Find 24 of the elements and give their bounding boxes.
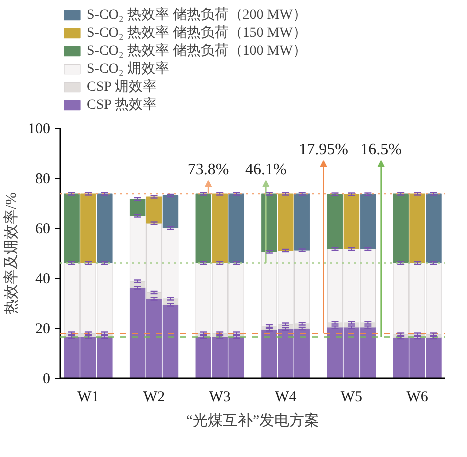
ref-line-label: 46.1% [246,162,287,178]
legend-label: S-CO₂ 热效率 储热负荷（200 MW） [87,6,307,24]
y-tick-label: 40 [36,272,50,288]
legend-label: S-CO₂ 㶲效率 [87,60,170,78]
ref-line-label: 73.8% [188,162,230,178]
ref-line-label: 17.95% [299,142,348,158]
legend-label: CSP 㶲效率 [87,78,157,96]
y-tick-label: 60 [36,222,50,238]
y-axis-title: 热效率及㶲效率/% [3,192,20,314]
x-tick-label: W3 [209,390,231,406]
legend-label: S-CO₂ 热效率 储热负荷（150 MW） [87,24,307,42]
legend-label: CSP 热效率 [87,96,157,114]
y-tick-label: 100 [28,122,50,138]
y-tick-label: 20 [36,322,50,338]
y-tick-label: 80 [36,172,50,188]
legend-label: S-CO₂ 热效率 储热负荷（100 MW） [87,42,307,60]
x-tick-label: W4 [275,390,298,406]
x-axis-title: “光煤互补”发电方案 [186,412,320,430]
x-tick-label: W5 [340,390,363,406]
ref-line-label: 16.5% [360,142,402,158]
x-tick-label: W2 [143,390,166,406]
x-tick-label: W1 [78,390,100,406]
y-tick-label: 0 [43,372,50,388]
x-tick-label: W6 [406,390,429,406]
